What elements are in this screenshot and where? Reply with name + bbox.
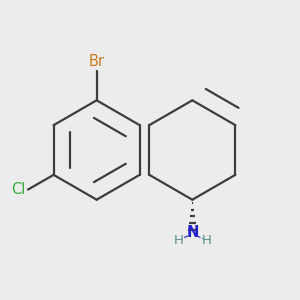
Text: N: N: [186, 225, 199, 240]
Text: H: H: [173, 234, 183, 248]
Text: Cl: Cl: [11, 182, 25, 197]
Text: Br: Br: [88, 54, 105, 69]
Text: H: H: [201, 234, 211, 248]
